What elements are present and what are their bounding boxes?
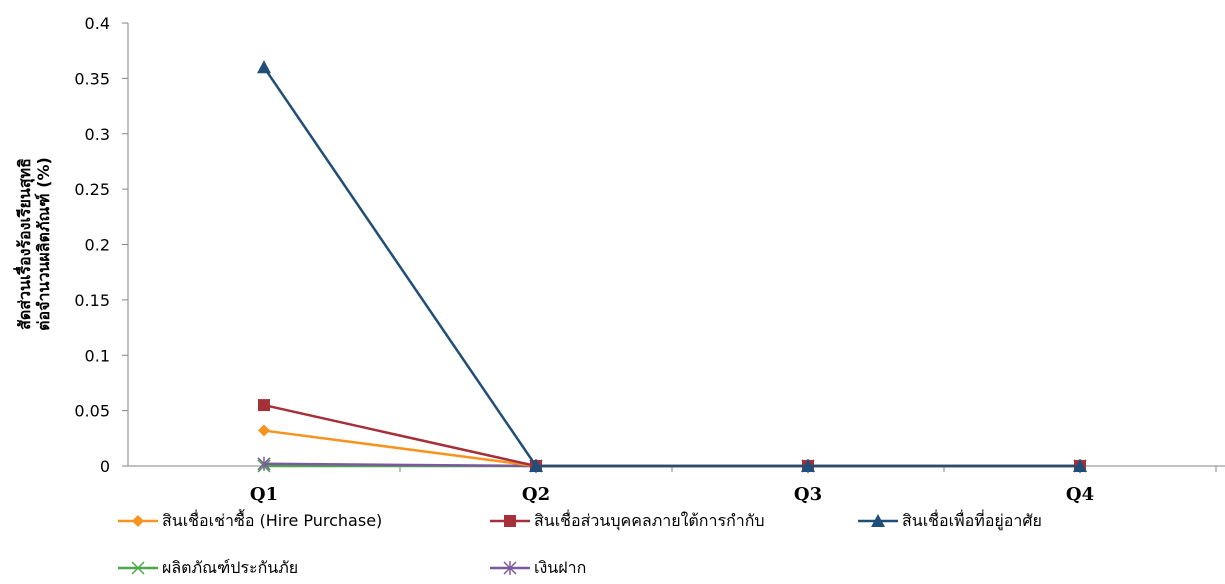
y-tick-label: 0.4 [85,14,110,33]
series-2 [258,399,1086,472]
y-tick-label: 0.15 [74,291,110,310]
y-axis-label-line: สัดส่วนเรื่องร้องเรียนสุทธิ [13,158,35,330]
data-point [257,456,271,471]
legend-label: สินเชื่อเพื่อที่อยู่อาศัย [902,509,1042,531]
legend-label: สินเชื่อเช่าซื้อ (Hire Purchase) [162,509,382,530]
legend-marker [871,514,885,527]
series-line [262,66,1080,468]
legend-label: สินเชื่อส่วนบุคคลภายใต้การกำกับ [534,509,765,531]
data-point [258,399,270,412]
y-tick-label: 0 [100,457,110,476]
series-layer [257,60,1087,473]
series-3 [257,60,1087,472]
y-tick-label: 0.2 [85,236,110,255]
y-tick-label: 0.3 [85,125,110,144]
series-line [263,429,1080,468]
data-point [257,60,271,74]
legend-item: ผลิตภัณฑ์ประกันภัย [118,558,298,577]
legend-label: ผลิตภัณฑ์ประกันภัย [162,558,298,577]
legend-marker [131,561,145,575]
data-point [801,459,815,472]
y-axis-label-line: ต่อจำนวนผลิตภัณฑ์ (%) [34,157,53,331]
y-tick-label: 0.25 [74,180,110,199]
legend-marker [503,561,517,575]
legend-item: สินเชื่อเช่าซื้อ (Hire Purchase) [118,509,382,530]
data-point [258,424,270,437]
legend-marker [504,515,516,527]
series-line [263,403,1080,468]
legend-label: เงินฝาก [534,558,586,577]
data-point [529,459,543,472]
x-tick-label: Q1 [250,484,278,505]
legend-item: สินเชื่อส่วนบุคคลภายใต้การกำกับ [490,509,765,531]
y-tick-label: 0.1 [85,346,110,365]
legend-item: เงินฝาก [490,558,586,577]
legend: สินเชื่อเช่าซื้อ (Hire Purchase) สินเชื่อ… [118,509,1042,577]
marker-stroke [131,561,145,575]
legend-marker [132,515,144,527]
x-tick-label: Q3 [794,484,822,505]
x-tick-label: Q2 [522,484,550,505]
data-point [1073,459,1087,472]
legend-item: สินเชื่อเพื่อที่อยู่อาศัย [858,509,1042,531]
axes: 0 0.05 0.1 0.15 0.2 0.25 0.3 0.35 0.4 Q1 Q2 Q3 Q4 [74,14,1225,505]
y-tick-label: 0.05 [74,402,110,421]
x-tick-label: Q4 [1066,484,1094,505]
y-tick-label: 0.35 [74,69,110,88]
y-axis-label: สัดส่วนเรื่องร้องเรียนสุทธิต่อจำนวนผลิตภ… [13,157,53,331]
